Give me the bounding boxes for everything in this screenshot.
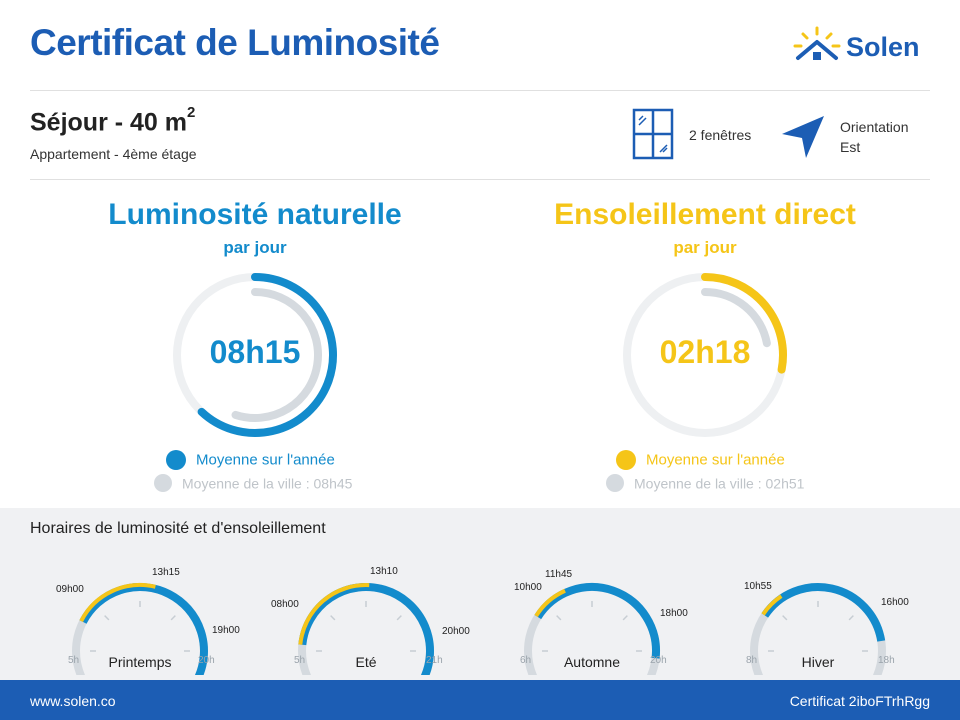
gauge-sun-arc — [534, 588, 566, 617]
ring-city-arc — [231, 288, 322, 422]
gauge-tick — [396, 615, 402, 621]
natural-light-title: Luminosité naturelle — [108, 198, 402, 231]
natural-light-value: 08h15 — [209, 334, 301, 370]
season-label: Eté — [355, 654, 377, 670]
gauge-tick — [848, 615, 854, 621]
axis-end: 21h — [426, 655, 443, 666]
legend-dot — [606, 474, 624, 493]
season-label: Automne — [563, 654, 621, 670]
natural-legend-city: Moyenne de la ville : 08h45 — [154, 474, 352, 493]
light-end-label: 16h00 — [881, 597, 909, 608]
gauge-tick — [330, 615, 336, 621]
footer: www.solen.co Certificat 2iboFTrhRgg — [0, 680, 960, 720]
legend-dot — [616, 450, 636, 470]
light-end-label: 18h00 — [660, 608, 688, 619]
gauge-sun-arc — [298, 583, 370, 645]
compass-arrow-icon — [782, 116, 824, 158]
direct-sun-ring — [623, 273, 787, 437]
gauge-light-arc — [761, 583, 886, 642]
axis-end: 20h — [198, 655, 215, 666]
ring-value-arc — [701, 273, 787, 374]
natural-legend-main: Moyenne sur l'année — [166, 450, 335, 470]
season-label: Hiver — [801, 654, 835, 670]
window-icon — [632, 108, 674, 160]
light-start-label: 08h00 — [271, 599, 299, 610]
direct-sun-title: Ensoleillement direct — [554, 198, 856, 231]
orientation-label: Orientation — [840, 119, 909, 135]
gauge-sun-arc — [79, 583, 156, 622]
orientation: Orientation Est — [840, 117, 930, 157]
sun-house-icon — [793, 26, 841, 60]
ring-value-arc — [197, 273, 337, 437]
gauge-sun-arc — [761, 594, 783, 616]
gauge-tick — [556, 615, 562, 621]
season-label: Printemps — [108, 654, 172, 670]
gauge-winter: 10h55 16h00 8h 18h Hiver — [726, 555, 926, 675]
axis-start: 8h — [746, 655, 758, 666]
room-subtitle: Appartement - 4ème étage — [30, 146, 197, 162]
divider — [30, 90, 930, 91]
room-name: Séjour - 40 m2 — [30, 104, 196, 137]
direct-legend-main: Moyenne sur l'année — [616, 450, 785, 470]
light-start-label: 10h55 — [744, 581, 772, 592]
divider — [30, 179, 930, 180]
sun-end-label: 13h15 — [152, 567, 180, 578]
light-end-label: 19h00 — [212, 625, 240, 636]
brand-logo[interactable]: Solen — [792, 26, 937, 70]
gauge-tick — [622, 615, 628, 621]
gauge-light-arc — [298, 583, 434, 675]
sun-end-label: 11h45 — [545, 569, 573, 580]
gauge-tick — [170, 615, 176, 621]
gauge-spring: 09h00 13h15 19h00 5h 20h Printemps — [48, 555, 248, 675]
ring-city-arc — [701, 288, 771, 348]
page-title: Certificat de Luminosité — [30, 22, 440, 63]
light-start-label: 09h00 — [56, 584, 84, 595]
certificate-id: Certificat 2iboFTrhRgg — [789, 693, 930, 709]
gauge-light-arc — [534, 583, 660, 659]
gauge-light-arc — [79, 583, 208, 675]
axis-start: 5h — [294, 655, 306, 666]
axis-start: 6h — [520, 655, 532, 666]
legend-dot — [166, 450, 186, 470]
direct-sun-subtitle: par jour — [673, 238, 737, 257]
windows-count: 2 fenêtres — [689, 127, 752, 143]
axis-end: 18h — [878, 655, 895, 666]
brand-name: Solen — [846, 32, 920, 62]
light-end-label: 20h00 — [442, 626, 470, 637]
gauge-tick — [104, 615, 110, 621]
natural-light-subtitle: par jour — [223, 238, 287, 257]
gauge-autumn: 10h00 11h45 18h00 6h 20h Automne — [500, 555, 700, 675]
orientation-value: Est — [840, 139, 861, 155]
gauge-tick — [782, 615, 788, 621]
gauge-summer: 08h00 13h10 20h00 5h 21h Eté — [271, 555, 474, 675]
legend-dot — [154, 474, 172, 493]
axis-start: 5h — [68, 655, 80, 666]
natural-light-ring — [173, 273, 337, 437]
website-link[interactable]: www.solen.co — [30, 693, 116, 709]
sun-end-label: 13h10 — [370, 566, 398, 577]
direct-legend-city: Moyenne de la ville : 02h51 — [606, 474, 804, 493]
axis-end: 20h — [650, 655, 667, 666]
light-start-label: 10h00 — [514, 582, 542, 593]
schedule-title: Horaires de luminosité et d'ensoleilleme… — [30, 520, 326, 537]
direct-sun-value: 02h18 — [659, 334, 751, 370]
